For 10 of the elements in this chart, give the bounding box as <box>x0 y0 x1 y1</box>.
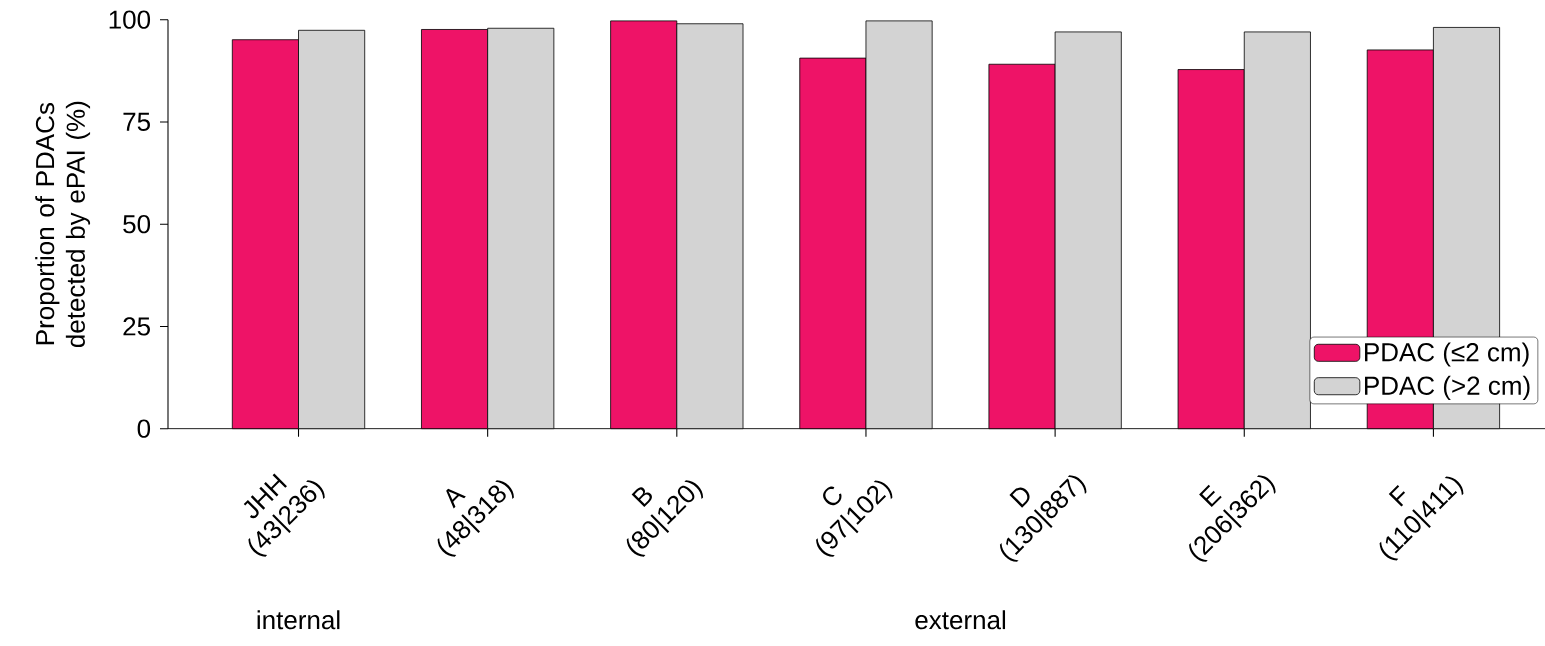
legend-label: PDAC (>2 cm) <box>1365 375 1530 400</box>
text: internal <box>257 610 340 630</box>
y-tick-label: 100 <box>109 10 151 29</box>
y-axis-title: Proportion of PDACs detected by ePAI (%) <box>35 101 91 348</box>
y-tick-label: 0 <box>137 419 151 438</box>
legend-label: PDAC (≤2 cm) <box>1365 342 1529 367</box>
text: external <box>915 610 1006 630</box>
y-tick-label: 50 <box>123 214 151 234</box>
y-tick-label: 25 <box>123 317 150 336</box>
y-tick-label: 75 <box>123 112 150 131</box>
